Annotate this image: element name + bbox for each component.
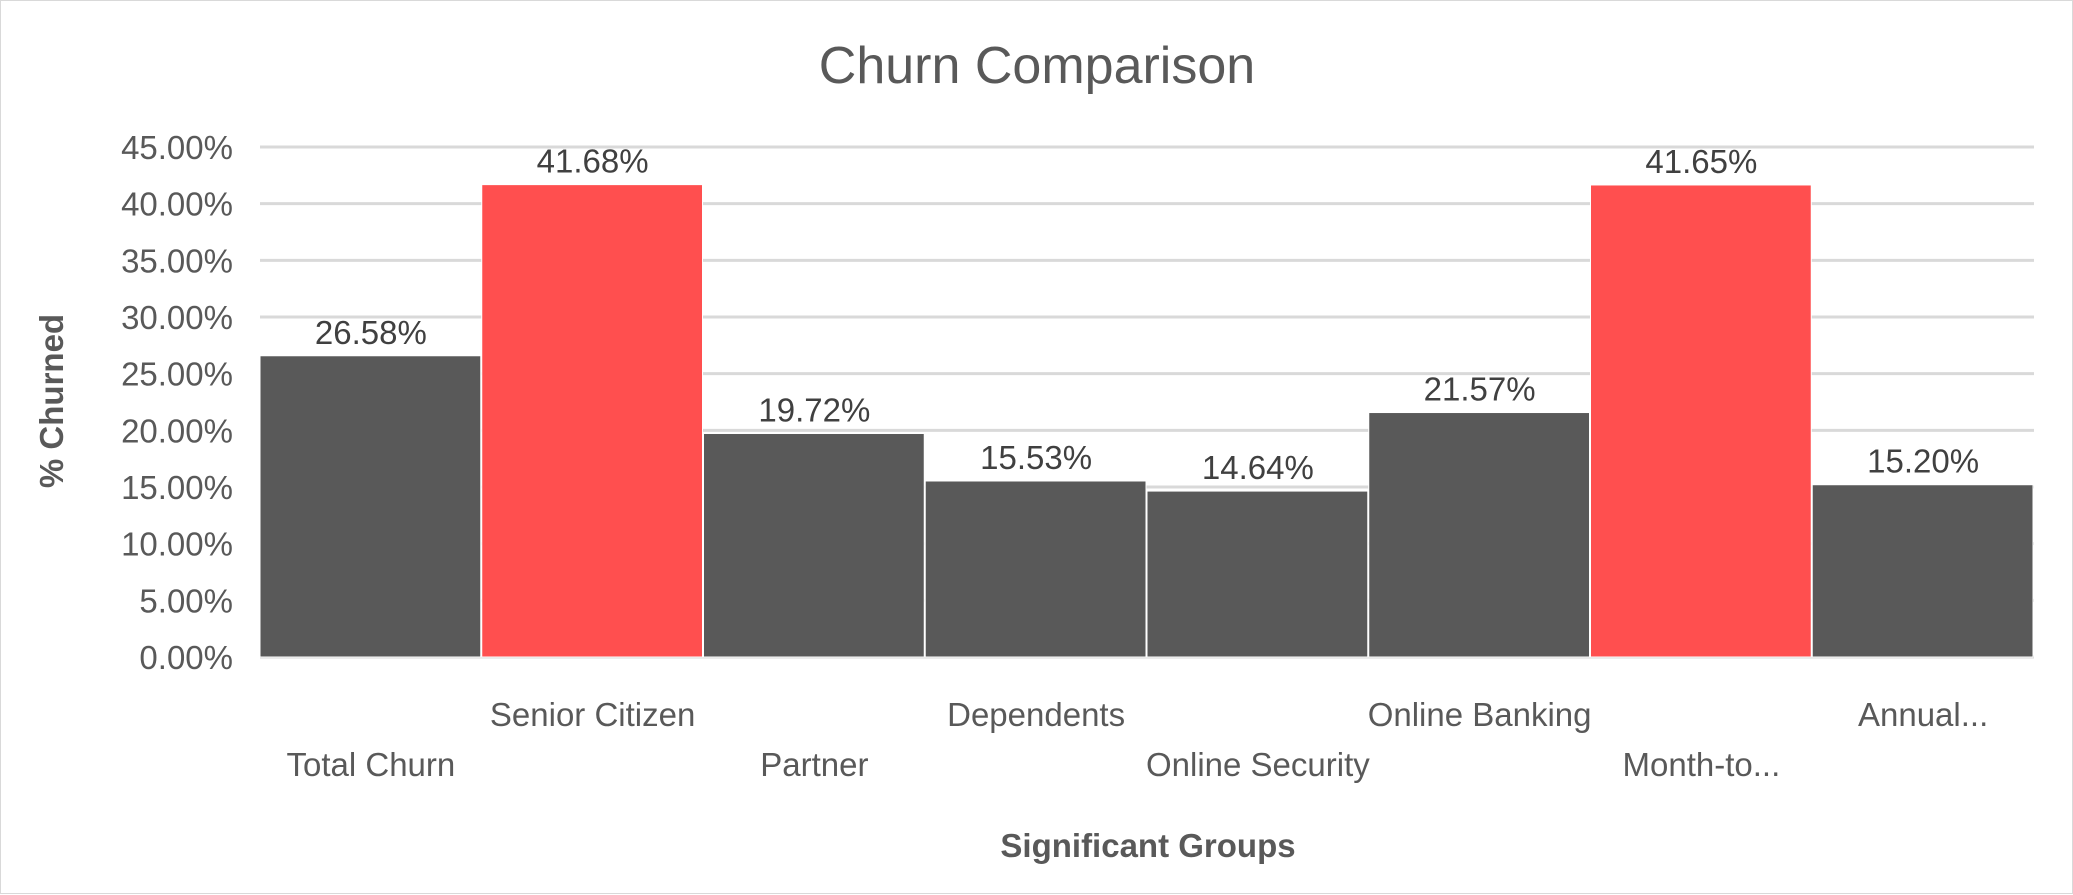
- y-tick-label: 25.00%: [121, 356, 233, 393]
- x-axis-title: Significant Groups: [1000, 827, 1295, 864]
- y-tick-label: 30.00%: [121, 299, 233, 336]
- y-tick-label: 0.00%: [139, 639, 233, 676]
- y-tick-label: 15.00%: [121, 469, 233, 506]
- bar: [1590, 184, 1812, 658]
- data-label: 14.64%: [1202, 449, 1314, 486]
- bar: [259, 355, 482, 658]
- x-category-label: Dependents: [947, 696, 1125, 733]
- data-label: 26.58%: [315, 314, 427, 351]
- x-category-label: Online Security: [1146, 746, 1370, 783]
- y-tick-label: 5.00%: [139, 582, 233, 619]
- data-label: 41.68%: [537, 143, 649, 180]
- bar: [703, 433, 925, 658]
- bar: [1146, 490, 1369, 658]
- y-axis-ticks: 0.00% 5.00% 10.00% 15.00% 20.00% 25.00% 30.00%…: [121, 129, 233, 676]
- x-axis-categories: Total Churn Senior Citizen Partner Dependen…: [286, 696, 1988, 783]
- data-label: 15.20%: [1867, 443, 1979, 480]
- y-tick-label: 35.00%: [121, 242, 233, 279]
- data-label: 21.57%: [1424, 371, 1536, 408]
- bar: [1368, 412, 1590, 658]
- x-category-label: Total Churn: [286, 746, 455, 783]
- data-label: 15.53%: [980, 439, 1092, 476]
- bars: [259, 184, 2034, 658]
- y-tick-label: 45.00%: [121, 129, 233, 166]
- x-category-label: Partner: [760, 746, 868, 783]
- x-category-label: Annual...: [1858, 696, 1988, 733]
- bar: [924, 480, 1147, 658]
- y-tick-label: 40.00%: [121, 186, 233, 223]
- x-category-label: Month-to...: [1623, 746, 1781, 783]
- y-axis-title: % Churned: [33, 314, 70, 488]
- y-tick-label: 20.00%: [121, 412, 233, 449]
- chart-title: Churn Comparison: [819, 37, 1255, 95]
- x-category-label: Online Banking: [1368, 696, 1592, 733]
- x-category-label: Senior Citizen: [490, 696, 695, 733]
- bar: [1811, 484, 2034, 658]
- data-label: 19.72%: [758, 392, 870, 429]
- y-tick-label: 10.00%: [121, 526, 233, 563]
- data-labels: 26.58% 41.68% 19.72% 15.53% 14.64% 21.57% 41.6…: [315, 143, 1979, 486]
- bar: [481, 184, 703, 658]
- data-label: 41.65%: [1645, 143, 1757, 180]
